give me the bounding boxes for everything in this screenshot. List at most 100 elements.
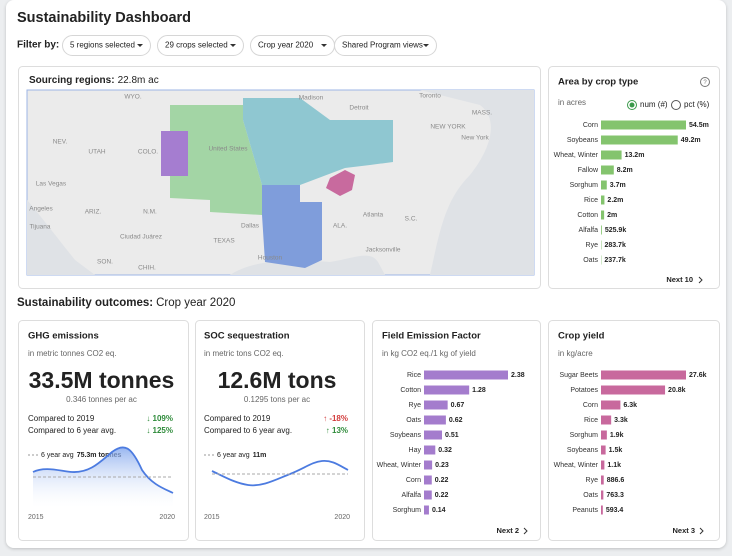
map-label: MASS. (472, 110, 492, 117)
bar-label: Rye (409, 402, 422, 409)
value-label: 0.22 (435, 477, 449, 484)
help-icon[interactable] (700, 77, 710, 87)
next-button[interactable]: Next 10 (666, 275, 693, 284)
value-label: 2.38 (511, 372, 525, 379)
value-label: 3.3k (614, 417, 628, 424)
value-label: 49.2m (681, 137, 701, 144)
map-label: SON. (97, 259, 113, 266)
value-label: 1.9k (610, 432, 624, 439)
radio-num[interactable] (627, 100, 637, 110)
value-label: 13.2m (625, 152, 645, 159)
kpi-sub: 0.1295 tons per ac (244, 395, 310, 404)
radio-dot (629, 102, 635, 108)
bar (424, 430, 442, 440)
value-label: 3.7m (610, 182, 626, 189)
value-label: 0.23 (435, 462, 449, 469)
value-label: 0.32 (438, 447, 452, 454)
outcomes-title: Sustainability outcomes: Crop year 2020 (17, 297, 235, 309)
bar-label: Hay (409, 447, 422, 454)
bar-label: Rye (586, 477, 599, 484)
filter-chip[interactable] (62, 35, 151, 56)
compare-change: ↑ 13% (326, 426, 348, 435)
bar-label: Wheat, Winter (554, 462, 599, 469)
value-label: 0.62 (449, 417, 463, 424)
kpi-title: GHG emissions (28, 331, 99, 342)
bar-label: Oats (583, 492, 598, 499)
filter-chip[interactable] (157, 35, 244, 56)
yield-chart: Sugar Beets 27.6k Potatoes 20.8k Corn 6.3k Ric… (554, 370, 707, 515)
bar (601, 120, 686, 130)
radio-label: num (#) (640, 100, 668, 109)
value-label: 0.67 (451, 402, 465, 409)
bar (424, 415, 446, 425)
avg-label: 6 year avg 11m (217, 452, 266, 459)
bar (601, 430, 607, 440)
map-label: ARIZ. (85, 209, 102, 216)
bar (601, 445, 606, 455)
bar (424, 490, 432, 500)
map-label: NEV. (53, 139, 68, 146)
value-label: 2.2m (607, 197, 623, 204)
area-title: Area by crop type (558, 77, 638, 88)
chevron-down (423, 44, 429, 47)
filter-chip[interactable] (334, 35, 437, 56)
bar-label: Oats (406, 417, 421, 424)
value-label: 0.14 (432, 507, 446, 514)
filters: 5 regions selected 29 crops selected Crop … (62, 35, 437, 56)
map-label: Madison (299, 95, 324, 102)
map-label: Dallas (241, 223, 260, 230)
avg-text: 6 year avg (41, 452, 74, 459)
x-label: 2015 (28, 514, 44, 521)
value-label: 525.9k (605, 227, 627, 234)
chevron-down (321, 44, 327, 47)
kpi-units: in metric tons CO2 eq. (204, 349, 284, 358)
bar-label: Potatoes (570, 387, 598, 394)
map-label: Tijuana (29, 224, 50, 231)
emission-title: Field Emission Factor (382, 331, 481, 342)
x-label: 2015 (204, 514, 220, 521)
bar (601, 135, 678, 145)
avg-text: 6 year avg (217, 452, 250, 459)
compare-label: Compared to 2019 (28, 414, 95, 423)
bar-label: Soybeans (390, 432, 422, 439)
value-label: 0.22 (435, 492, 449, 499)
compare-label: Compared to 6 year avg. (28, 426, 116, 435)
area-chart: Corn 54.5m Soybeans 49.2m Wheat, Winter 13.2m… (554, 120, 709, 265)
ocean (27, 200, 95, 275)
radio-pct[interactable] (671, 100, 681, 110)
bar (601, 150, 622, 160)
emission-chart: Rice 2.38 Cotton 1.28 Rye 0.67 Oats 0.62 Soybean… (377, 370, 525, 515)
map-label: N.M. (143, 209, 157, 216)
bar-label: Rice (407, 372, 421, 379)
next-button[interactable]: Next 2 (496, 526, 519, 535)
radio-label: pct (%) (684, 100, 710, 109)
map-label: NEW YORK (430, 124, 466, 131)
chevron (698, 276, 703, 284)
kpi-units: in metric tonnes CO2 eq. (28, 349, 116, 358)
map-label: Angeles (29, 206, 53, 213)
next-button[interactable]: Next 3 (672, 526, 695, 535)
bar-label: Alfalfa (402, 492, 422, 499)
bar-label: Cotton (400, 387, 421, 394)
bar (424, 445, 436, 455)
value-label: 1.1k (607, 462, 621, 469)
kpi-value: 12.6M tons (218, 367, 337, 393)
value-label: 6.3k (623, 402, 637, 409)
map-label: S.C. (405, 216, 418, 223)
bar-label: Corn (406, 477, 421, 484)
region-green (170, 105, 262, 215)
value-label: 0.51 (445, 432, 459, 439)
bar (601, 475, 604, 485)
map-label: Jacksonville (365, 247, 400, 254)
bar (601, 165, 614, 175)
bar (424, 505, 429, 515)
bar-label: Rice (584, 197, 598, 204)
map-label: TEXAS (213, 238, 235, 245)
compare-change: ↑ -18% (323, 414, 348, 423)
value-label: 593.4 (606, 507, 624, 514)
bar-label: Sugar Beets (559, 372, 598, 379)
filter-text: 5 regions selected (70, 41, 135, 50)
compare-label: Compared to 2019 (204, 414, 271, 423)
bar-label: Peanuts (572, 507, 598, 514)
area-units: in acres (558, 98, 586, 107)
